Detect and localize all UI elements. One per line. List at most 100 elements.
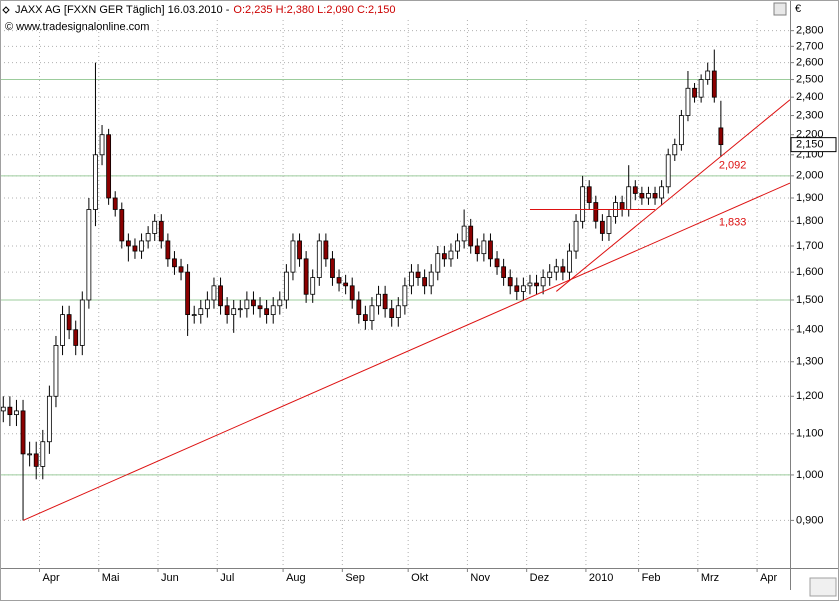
candle-body (698, 79, 704, 98)
candle-body (678, 115, 684, 146)
candle-body (593, 202, 599, 222)
candle-body (343, 282, 349, 287)
window-button[interactable] (773, 2, 787, 16)
candle-body (461, 225, 467, 242)
candle-body (672, 144, 678, 156)
candle-body (27, 453, 33, 456)
candle-body (244, 299, 250, 310)
candle-body (567, 250, 572, 273)
candle-body (356, 299, 362, 316)
trend-label: 2,092 (719, 159, 747, 171)
candle-body (330, 258, 335, 278)
x-tick-label: Nov (470, 572, 490, 584)
candle-body (560, 266, 566, 273)
copyright: © www.tradesignalonline.com (5, 21, 149, 33)
x-tick-label: Apr (760, 572, 777, 584)
y-tick-label: 1,000 (796, 469, 824, 481)
candle-body (7, 406, 13, 416)
candle-body (665, 154, 671, 188)
trend-line (22, 182, 791, 521)
trend-label: 1,833 (719, 216, 747, 228)
candle-body (73, 329, 79, 346)
candle-body (14, 410, 19, 416)
candle-body (211, 285, 217, 301)
candle-body (0, 406, 6, 412)
y-tick-label: 1,500 (796, 294, 824, 306)
y-tick-label: 2,600 (796, 57, 824, 69)
x-tick-label: Feb (642, 572, 661, 584)
candle-body (494, 258, 500, 268)
candle-body (441, 253, 447, 260)
y-tick-label: 2,400 (796, 91, 824, 103)
candle-body (376, 293, 381, 307)
candle-body (316, 240, 322, 278)
y-tick-label: 1,600 (796, 266, 824, 278)
candle-body (20, 410, 26, 455)
candle-body (139, 240, 144, 252)
candle-body (626, 186, 632, 210)
candle-body (711, 70, 717, 98)
candle-body (468, 225, 474, 247)
candle-body (93, 154, 98, 210)
x-tick-label: Jun (161, 572, 179, 584)
candle-body (336, 277, 342, 284)
candle-body (99, 134, 105, 156)
x-tick-label: Sep (345, 572, 365, 584)
candle-body (619, 202, 625, 210)
candle-body (369, 305, 375, 322)
candle-body (402, 285, 408, 307)
candle-body (547, 271, 553, 278)
candle-body (290, 240, 296, 273)
candle-body (514, 285, 520, 292)
candle-body (310, 277, 316, 295)
candle-body (270, 305, 276, 316)
y-tick-label: 1,800 (796, 215, 824, 227)
x-tick-label: Mai (102, 572, 120, 584)
candle-body (501, 266, 507, 278)
candle-body (33, 453, 39, 467)
candle-body (481, 240, 487, 255)
y-tick-label: 1,300 (796, 356, 824, 368)
candle-body (257, 305, 263, 310)
candle-body (106, 134, 112, 199)
candle-body (395, 305, 401, 318)
candle-body (145, 233, 151, 242)
y-tick-label: 2,000 (796, 170, 824, 182)
candle-body (46, 395, 52, 443)
candle-body (132, 245, 138, 252)
y-tick-label: 1,400 (796, 324, 824, 336)
candle-body (488, 240, 493, 260)
candle-body (66, 314, 72, 331)
x-tick-label: Apr (43, 572, 60, 584)
candle-body (646, 193, 651, 199)
candle-body (224, 305, 230, 316)
candle-body (112, 197, 118, 210)
candle-body (448, 250, 454, 260)
candle-body (455, 240, 460, 252)
candle-body (599, 220, 605, 234)
candle-body (172, 258, 177, 268)
trend-line (555, 99, 791, 292)
candle-body (125, 240, 131, 247)
candle-body (586, 186, 592, 203)
marks-layer (0, 49, 791, 521)
x-tick-label: Jul (220, 572, 234, 584)
last-price-box (790, 137, 837, 153)
candle-body (152, 220, 158, 234)
candle-body (198, 308, 204, 316)
candle-body (659, 186, 665, 199)
candle-body (534, 282, 539, 287)
candle-body (652, 193, 658, 199)
y-tick-label: 1,100 (796, 428, 824, 440)
candle-body (218, 285, 223, 307)
symbol-icon (2, 6, 10, 14)
y-tick-label: 1,200 (796, 390, 824, 402)
y-tick-label: 1,900 (796, 192, 824, 204)
candle-body (204, 299, 210, 310)
candle-body (185, 271, 191, 316)
candle-body (580, 186, 586, 222)
candle-body (435, 253, 441, 273)
y-tick-label: 2,800 (796, 25, 824, 37)
y-tick-label: 1,700 (796, 240, 824, 252)
